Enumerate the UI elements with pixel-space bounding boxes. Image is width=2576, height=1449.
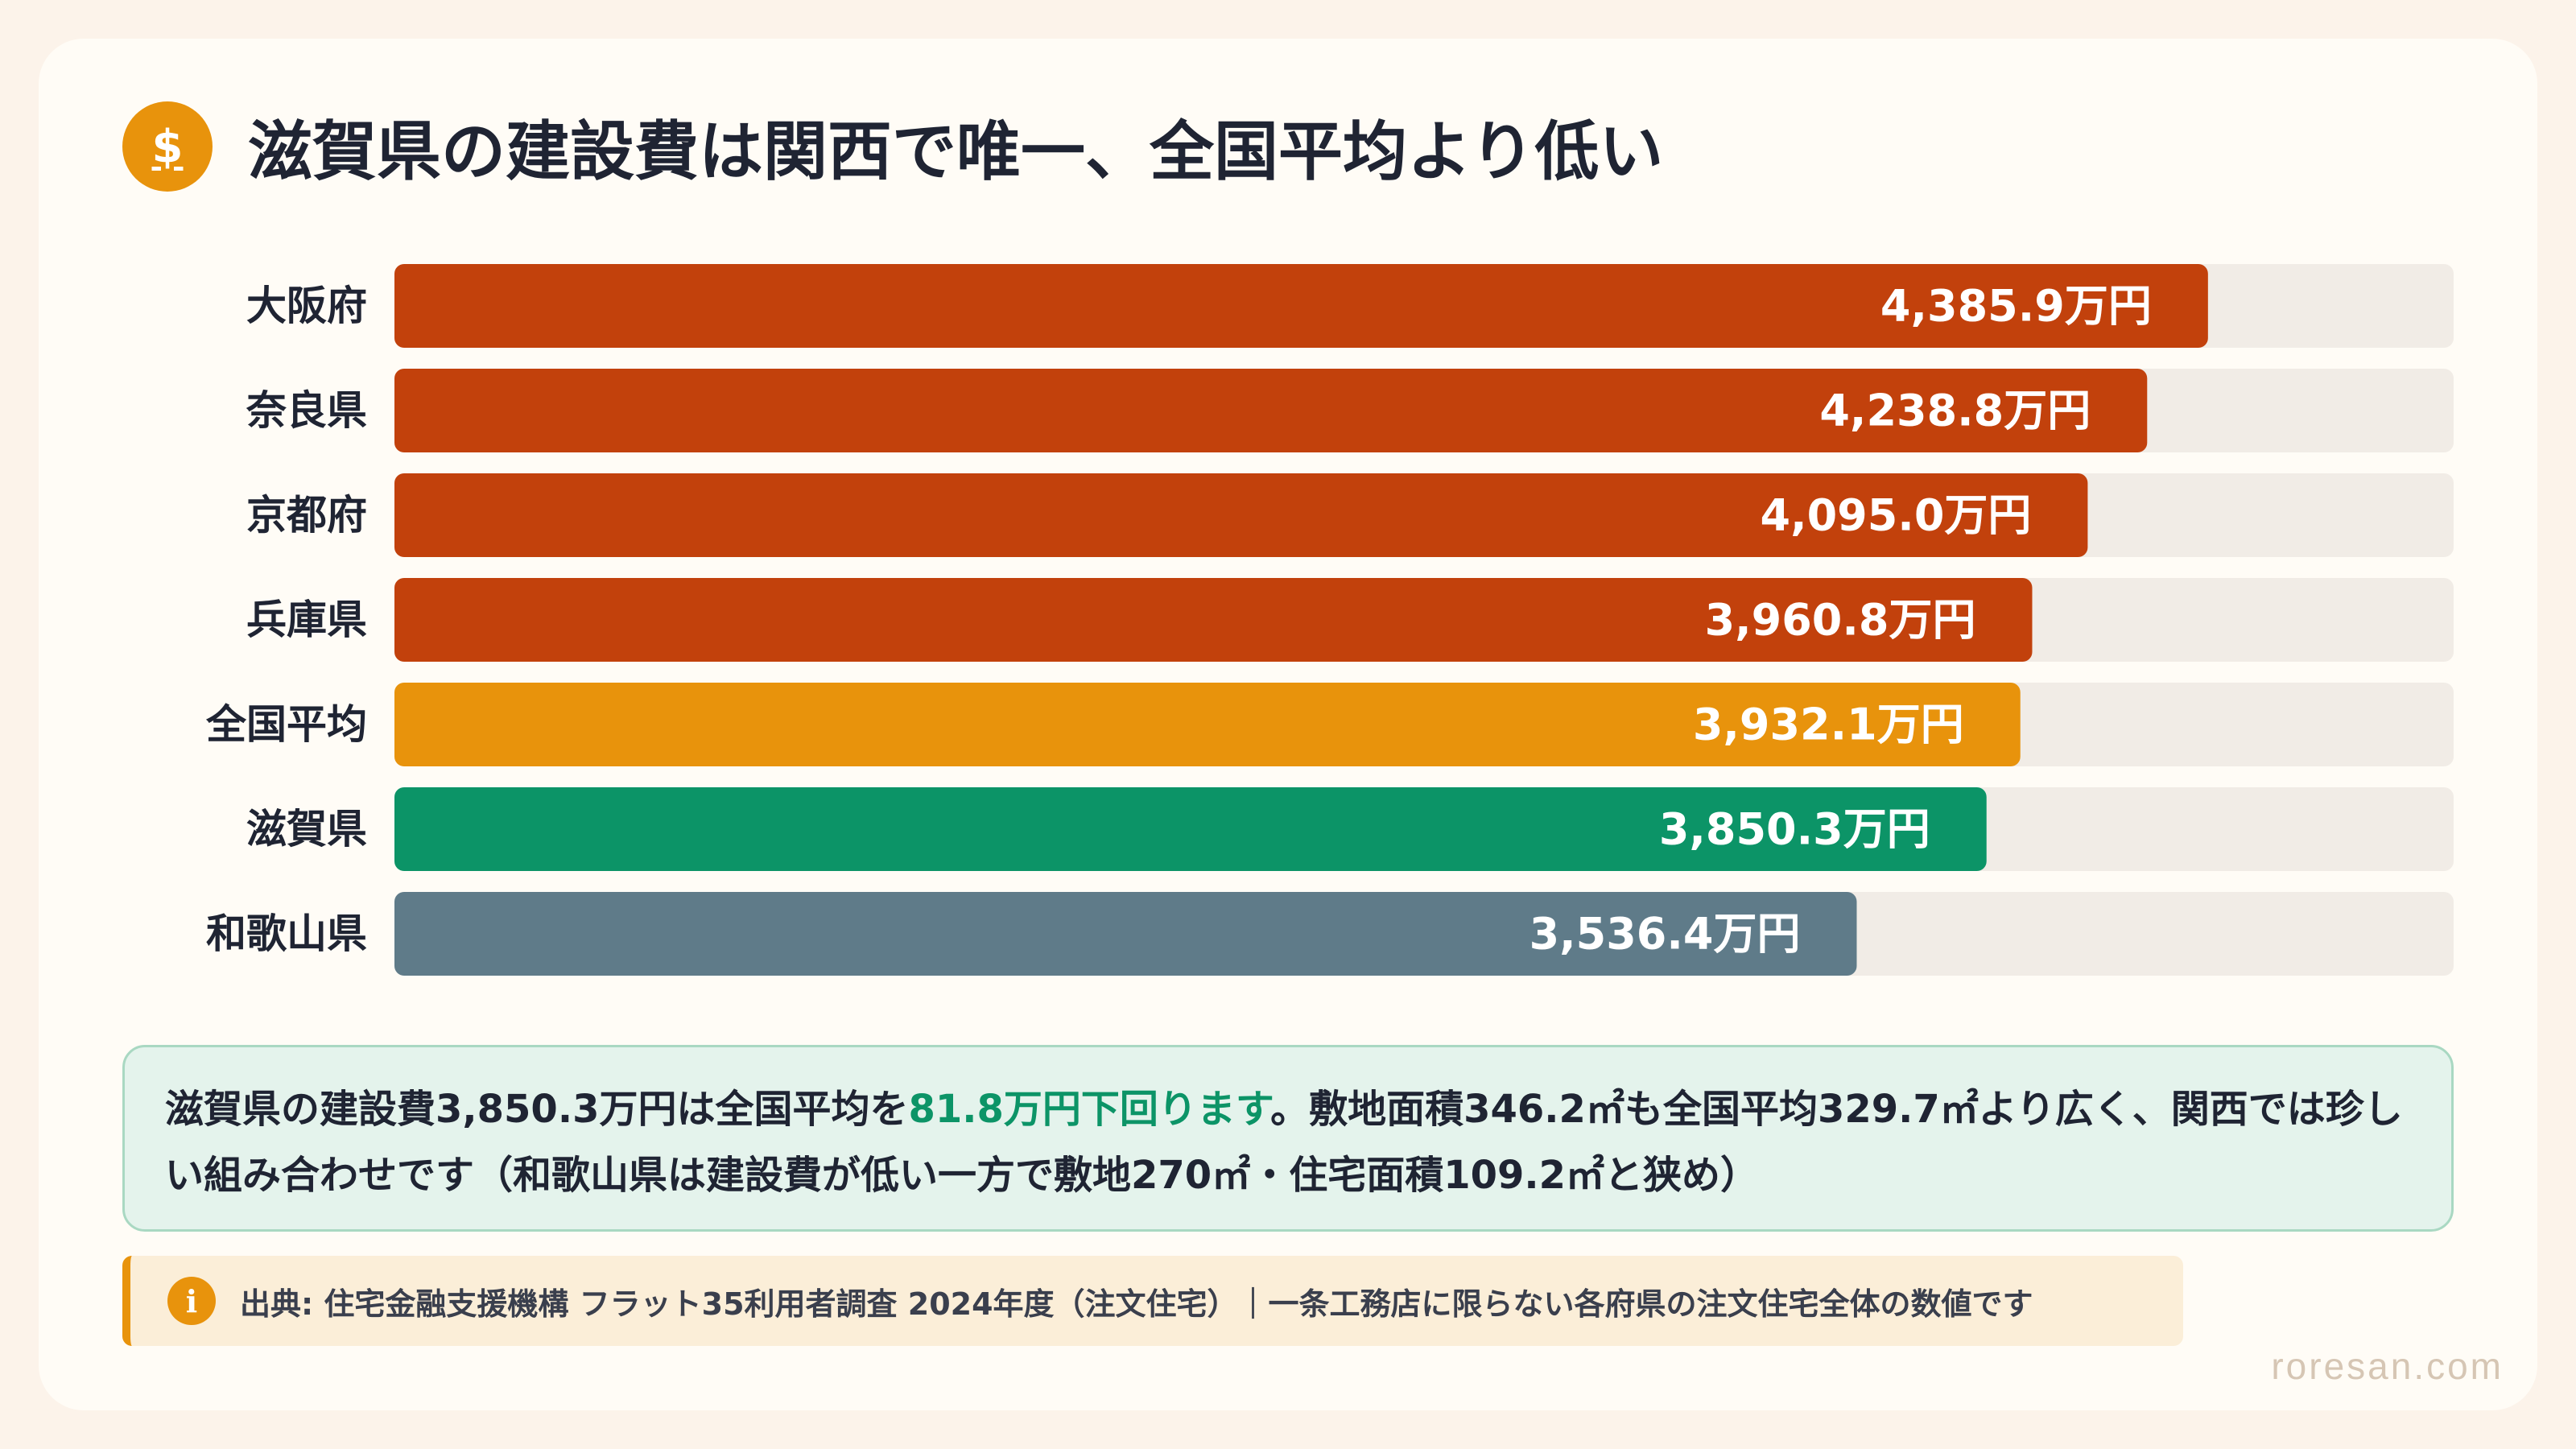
- category-label: 大阪府: [246, 283, 367, 329]
- note-highlight: 81.8万円下回ります: [908, 1087, 1271, 1132]
- summary-note: 滋賀県の建設費3,850.3万円は全国平均を81.8万円下回ります。敷地面積34…: [122, 1045, 2454, 1232]
- value-label: 4,385.9万円: [1880, 281, 2152, 332]
- note-text-part1: 滋賀県の建設費3,850.3万円は全国平均を: [165, 1087, 909, 1132]
- bar: [394, 473, 2088, 557]
- category-label: 奈良県: [246, 387, 367, 434]
- category-label: 全国平均: [205, 701, 367, 748]
- bar-chart: 大阪府 4,385.9万円奈良県 4,238.8万円京都府 4,095.0万円兵庫県 3…: [113, 264, 2455, 980]
- bar: [394, 264, 2208, 348]
- page-title: 滋賀県の建設費は関西で唯一、全国平均より低い: [248, 114, 1664, 189]
- bar: [394, 578, 2033, 662]
- value-label: 3,932.1万円: [1693, 700, 1964, 750]
- category-label: 京都府: [246, 492, 367, 539]
- brand-watermark: roresan.com: [2271, 1345, 2504, 1387]
- value-label: 3,850.3万円: [1659, 804, 1930, 855]
- value-label: 3,960.8万円: [1705, 595, 1976, 646]
- title-row: $ 滋賀県の建設費は関西で唯一、全国平均より低い: [122, 101, 1663, 192]
- source-text: 出典: 住宅金融支援機構 フラット35利用者調査 2024年度（注文住宅）｜一条…: [240, 1286, 2033, 1322]
- bar: [394, 683, 2021, 766]
- category-label: 和歌山県: [206, 910, 367, 957]
- note-text-part2: 。敷地面積346.2㎡も全国平均329.7㎡より広く、関西では珍しい組み合わせで…: [165, 1087, 2403, 1198]
- bar: [394, 369, 2148, 452]
- value-label: 4,238.8万円: [1819, 386, 2091, 436]
- source-box: i 出典: 住宅金融支援機構 フラット35利用者調査 2024年度（注文住宅）｜…: [122, 1256, 2183, 1346]
- value-label: 4,095.0万円: [1761, 490, 2032, 541]
- info-icon: i: [167, 1277, 216, 1325]
- value-label: 3,536.4万円: [1530, 909, 1801, 960]
- dollar-coin-icon: $: [122, 101, 213, 192]
- bar: [394, 787, 1987, 871]
- bar: [394, 892, 1857, 976]
- category-label: 兵庫県: [246, 597, 367, 643]
- category-label: 滋賀県: [246, 806, 367, 852]
